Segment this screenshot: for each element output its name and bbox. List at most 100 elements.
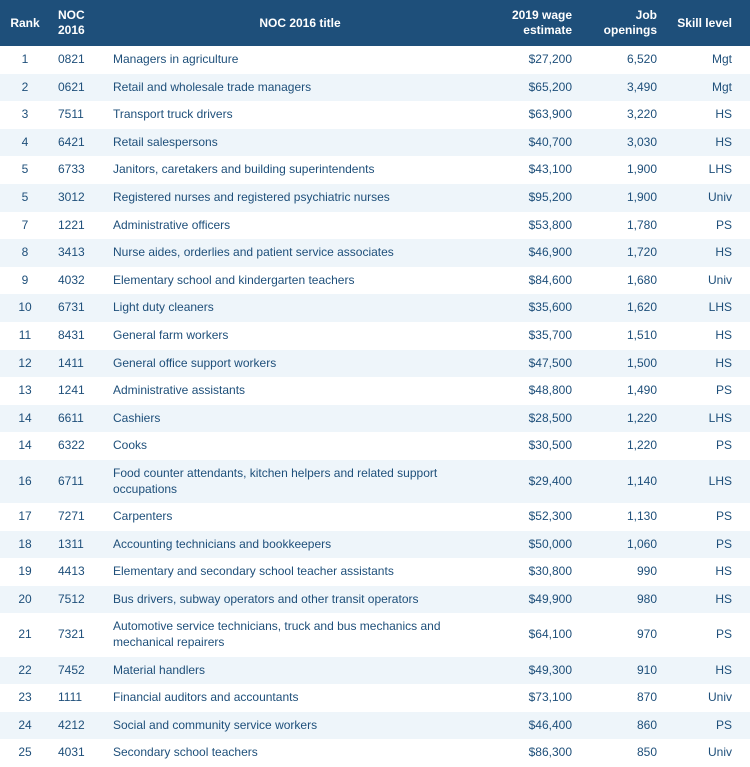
cell-skill: PS bbox=[665, 712, 750, 740]
cell-skill: HS bbox=[665, 239, 750, 267]
cell-rank: 1 bbox=[0, 46, 50, 74]
cell-noc: 6322 bbox=[50, 432, 105, 460]
cell-title: Transport truck drivers bbox=[105, 101, 495, 129]
table-row: 217321Automotive service technicians, tr… bbox=[0, 613, 750, 656]
cell-skill: Mgt bbox=[665, 46, 750, 74]
cell-title: Secondary school teachers bbox=[105, 739, 495, 767]
cell-noc: 1411 bbox=[50, 350, 105, 378]
cell-wage: $29,400 bbox=[495, 460, 580, 503]
cell-title: Social and community service workers bbox=[105, 712, 495, 740]
cell-rank: 21 bbox=[0, 613, 50, 656]
table-row: 71221Administrative officers$53,8001,780… bbox=[0, 212, 750, 240]
cell-jobs: 1,900 bbox=[580, 184, 665, 212]
cell-jobs: 1,500 bbox=[580, 350, 665, 378]
cell-rank: 23 bbox=[0, 684, 50, 712]
table-row: 227452Material handlers$49,300910HS bbox=[0, 657, 750, 685]
cell-jobs: 1,680 bbox=[580, 267, 665, 295]
cell-wage: $43,100 bbox=[495, 156, 580, 184]
cell-skill: HS bbox=[665, 657, 750, 685]
cell-wage: $35,700 bbox=[495, 322, 580, 350]
table-row: 46421Retail salespersons$40,7003,030HS bbox=[0, 129, 750, 157]
cell-wage: $49,300 bbox=[495, 657, 580, 685]
cell-wage: $27,200 bbox=[495, 46, 580, 74]
cell-jobs: 1,130 bbox=[580, 503, 665, 531]
cell-title: Cooks bbox=[105, 432, 495, 460]
cell-jobs: 970 bbox=[580, 613, 665, 656]
cell-noc: 6611 bbox=[50, 405, 105, 433]
cell-jobs: 1,780 bbox=[580, 212, 665, 240]
cell-wage: $49,900 bbox=[495, 586, 580, 614]
cell-jobs: 910 bbox=[580, 657, 665, 685]
table-row: 56733Janitors, caretakers and building s… bbox=[0, 156, 750, 184]
col-header-rank: Rank bbox=[0, 0, 50, 46]
cell-wage: $47,500 bbox=[495, 350, 580, 378]
table-row: 131241Administrative assistants$48,8001,… bbox=[0, 377, 750, 405]
cell-rank: 14 bbox=[0, 405, 50, 433]
table-row: 10821Managers in agriculture$27,2006,520… bbox=[0, 46, 750, 74]
cell-jobs: 6,520 bbox=[580, 46, 665, 74]
cell-noc: 4413 bbox=[50, 558, 105, 586]
cell-jobs: 1,220 bbox=[580, 405, 665, 433]
table-row: 146611Cashiers$28,5001,220LHS bbox=[0, 405, 750, 433]
cell-title: Retail salespersons bbox=[105, 129, 495, 157]
cell-rank: 20 bbox=[0, 586, 50, 614]
cell-title: Nurse aides, orderlies and patient servi… bbox=[105, 239, 495, 267]
cell-title: Managers in agriculture bbox=[105, 46, 495, 74]
cell-skill: LHS bbox=[665, 294, 750, 322]
cell-jobs: 860 bbox=[580, 712, 665, 740]
table-row: 118431General farm workers$35,7001,510HS bbox=[0, 322, 750, 350]
cell-noc: 6711 bbox=[50, 460, 105, 503]
cell-skill: PS bbox=[665, 212, 750, 240]
cell-title: Registered nurses and registered psychia… bbox=[105, 184, 495, 212]
cell-noc: 4031 bbox=[50, 739, 105, 767]
cell-jobs: 3,220 bbox=[580, 101, 665, 129]
cell-jobs: 1,620 bbox=[580, 294, 665, 322]
cell-wage: $53,800 bbox=[495, 212, 580, 240]
cell-skill: HS bbox=[665, 129, 750, 157]
cell-skill: HS bbox=[665, 101, 750, 129]
cell-rank: 7 bbox=[0, 212, 50, 240]
cell-title: Cashiers bbox=[105, 405, 495, 433]
cell-noc: 7511 bbox=[50, 101, 105, 129]
cell-noc: 0821 bbox=[50, 46, 105, 74]
table-row: 20621Retail and wholesale trade managers… bbox=[0, 74, 750, 102]
cell-wage: $28,500 bbox=[495, 405, 580, 433]
cell-skill: HS bbox=[665, 322, 750, 350]
cell-rank: 19 bbox=[0, 558, 50, 586]
cell-noc: 4032 bbox=[50, 267, 105, 295]
cell-skill: LHS bbox=[665, 156, 750, 184]
col-header-skill: Skill level bbox=[665, 0, 750, 46]
cell-rank: 8 bbox=[0, 239, 50, 267]
occupations-table: Rank NOC 2016 NOC 2016 title 2019 wage e… bbox=[0, 0, 750, 767]
cell-wage: $40,700 bbox=[495, 129, 580, 157]
cell-wage: $95,200 bbox=[495, 184, 580, 212]
cell-noc: 1221 bbox=[50, 212, 105, 240]
col-header-title: NOC 2016 title bbox=[105, 0, 495, 46]
cell-wage: $30,800 bbox=[495, 558, 580, 586]
cell-wage: $86,300 bbox=[495, 739, 580, 767]
table-row: 146322Cooks$30,5001,220PS bbox=[0, 432, 750, 460]
cell-wage: $65,200 bbox=[495, 74, 580, 102]
cell-noc: 4212 bbox=[50, 712, 105, 740]
cell-wage: $46,900 bbox=[495, 239, 580, 267]
cell-skill: HS bbox=[665, 350, 750, 378]
col-header-noc: NOC 2016 bbox=[50, 0, 105, 46]
table-row: 244212Social and community service worke… bbox=[0, 712, 750, 740]
table-row: 121411General office support workers$47,… bbox=[0, 350, 750, 378]
cell-title: Elementary school and kindergarten teach… bbox=[105, 267, 495, 295]
cell-skill: PS bbox=[665, 377, 750, 405]
cell-noc: 7271 bbox=[50, 503, 105, 531]
cell-rank: 4 bbox=[0, 129, 50, 157]
cell-noc: 8431 bbox=[50, 322, 105, 350]
cell-title: Administrative assistants bbox=[105, 377, 495, 405]
cell-title: Elementary and secondary school teacher … bbox=[105, 558, 495, 586]
cell-rank: 14 bbox=[0, 432, 50, 460]
cell-wage: $35,600 bbox=[495, 294, 580, 322]
cell-skill: Univ bbox=[665, 739, 750, 767]
cell-rank: 22 bbox=[0, 657, 50, 685]
cell-noc: 6733 bbox=[50, 156, 105, 184]
cell-noc: 7321 bbox=[50, 613, 105, 656]
cell-title: Janitors, caretakers and building superi… bbox=[105, 156, 495, 184]
cell-title: Carpenters bbox=[105, 503, 495, 531]
cell-jobs: 3,490 bbox=[580, 74, 665, 102]
